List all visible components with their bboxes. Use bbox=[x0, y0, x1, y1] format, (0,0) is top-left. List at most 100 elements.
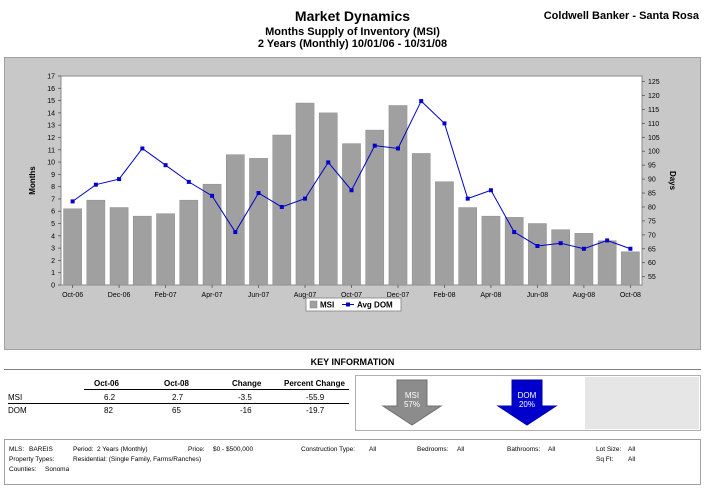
msi-bar bbox=[156, 213, 175, 286]
mls-value: BAREIS bbox=[29, 446, 53, 453]
lotsize-value: All bbox=[628, 446, 636, 453]
page-title: Market Dynamics bbox=[294, 8, 411, 24]
y-tick-label: 1 bbox=[51, 270, 55, 277]
avg-dom-point bbox=[581, 246, 586, 251]
msi-bar bbox=[597, 240, 617, 286]
msi-bar bbox=[133, 215, 152, 286]
y2-tick-label: 120 bbox=[648, 93, 660, 100]
y-tick-label: 10 bbox=[47, 160, 55, 167]
sqft-value: All bbox=[628, 456, 636, 463]
period-value: 2 Years (Monthly) bbox=[97, 446, 148, 453]
msi-indicator: MSI 57% bbox=[357, 377, 467, 429]
avg-dom-point bbox=[372, 143, 377, 148]
counties-label: Counties: bbox=[9, 466, 37, 473]
col-header-percent-change: Percent Change bbox=[284, 379, 345, 388]
msi-indicator-value: 57% bbox=[403, 400, 420, 409]
avg-dom-point bbox=[210, 193, 215, 198]
y-tick-label: 0 bbox=[51, 283, 55, 290]
y-tick-label: 8 bbox=[51, 184, 55, 191]
avg-dom-point bbox=[303, 196, 308, 201]
x-tick-label: Apr-07 bbox=[202, 292, 223, 299]
dom-indicator: DOM 20% bbox=[471, 377, 583, 429]
y2-tick-label: 105 bbox=[648, 135, 660, 142]
avg-dom-point bbox=[605, 238, 610, 243]
y-tick-label: 14 bbox=[47, 110, 55, 117]
y-tick-label: 7 bbox=[51, 196, 55, 203]
y2-tick-label: 90 bbox=[648, 177, 656, 184]
counties-value: Sonoma bbox=[45, 466, 70, 473]
bedrooms-label: Bedrooms: bbox=[417, 446, 449, 453]
y-tick-label: 17 bbox=[47, 74, 55, 81]
col-header-oct08: Oct-08 bbox=[164, 379, 189, 388]
chart-subtitle: Months Supply of Inventory (MSI) bbox=[265, 26, 440, 38]
msi-change: -3.5 bbox=[238, 393, 252, 402]
price-label: Price: bbox=[188, 446, 205, 453]
bathrooms-label: Bathrooms: bbox=[507, 446, 541, 453]
y-tick-label: 6 bbox=[51, 209, 55, 216]
sqft-label: Sq Ft: bbox=[596, 456, 614, 463]
msi-bar bbox=[179, 199, 199, 286]
msi-indicator-label: MSI bbox=[404, 391, 420, 400]
y2-tick-label: 70 bbox=[648, 232, 656, 239]
msi-bar bbox=[504, 217, 524, 286]
y2-tick-label: 115 bbox=[648, 107, 659, 114]
col-header-change: Change bbox=[232, 379, 262, 388]
x-tick-label: Aug-08 bbox=[573, 292, 596, 299]
legend-msi-swatch bbox=[309, 300, 318, 309]
y2-tick-label: 75 bbox=[648, 218, 656, 225]
property-types-value: Residential: (Single Family, Farms/Ranch… bbox=[73, 456, 202, 463]
x-tick-label: Jun-08 bbox=[527, 292, 549, 299]
msi-bar bbox=[202, 183, 222, 286]
dom-oct08: 65 bbox=[172, 406, 181, 415]
row-label-msi: MSI bbox=[8, 393, 23, 402]
avg-dom-point bbox=[163, 163, 168, 168]
dom-percent-change: -19.7 bbox=[306, 406, 325, 415]
key-info-title: KEY INFORMATION bbox=[310, 357, 395, 367]
period-label: Period: bbox=[73, 446, 94, 453]
msi-oct08: 2.7 bbox=[172, 393, 184, 402]
y2-tick-label: 60 bbox=[648, 260, 656, 267]
key-info-divider bbox=[4, 369, 701, 370]
dom-indicator-value: 20% bbox=[518, 400, 535, 409]
legend-dom-label: Avg DOM bbox=[357, 301, 393, 310]
lotsize-label: Lot Size: bbox=[596, 446, 622, 453]
legend-msi-label: MSI bbox=[320, 301, 334, 310]
x-tick-label: Oct-08 bbox=[620, 292, 641, 299]
dom-down-arrow-icon bbox=[496, 379, 558, 426]
y-tick-label: 13 bbox=[47, 123, 55, 130]
msi-bar bbox=[63, 208, 82, 286]
y-tick-label: 9 bbox=[51, 172, 55, 179]
dom-oct06: 82 bbox=[104, 406, 113, 415]
y2-tick-label: 125 bbox=[648, 79, 660, 86]
chart-panel: 0 1 2 3 4 5 6 7 8 9 10 11 12 13 14 15 16 17 55 60 65 70 75 80 85… bbox=[4, 57, 701, 350]
msi-percent-change: -55.9 bbox=[306, 393, 325, 402]
avg-dom-point bbox=[442, 121, 447, 126]
y2-tick-label: 55 bbox=[648, 274, 656, 281]
y-tick-label: 5 bbox=[51, 221, 55, 228]
construction-value: All bbox=[369, 446, 377, 453]
msi-down-arrow-icon bbox=[381, 379, 443, 426]
msi-bar bbox=[365, 129, 385, 286]
y-tick-label: 2 bbox=[51, 258, 55, 265]
msi-bar bbox=[86, 199, 106, 286]
avg-dom-point bbox=[93, 182, 98, 187]
avg-dom-point bbox=[186, 179, 191, 184]
y2-tick-label: 65 bbox=[648, 246, 656, 253]
search-criteria: MLS: BAREIS Period: 2 Years (Monthly) Pr… bbox=[4, 439, 701, 485]
avg-dom-point bbox=[512, 230, 517, 235]
msi-bar bbox=[481, 215, 501, 286]
y-axis-label: Months bbox=[28, 166, 37, 195]
avg-dom-point bbox=[558, 241, 563, 246]
y-tick-label: 16 bbox=[47, 86, 55, 93]
avg-dom-point bbox=[70, 199, 75, 204]
row-rule bbox=[8, 403, 349, 404]
y2-tick-label: 85 bbox=[648, 191, 656, 198]
avg-dom-point bbox=[419, 99, 424, 104]
indicator-blank-cell bbox=[585, 377, 699, 429]
msi-bar bbox=[528, 223, 547, 286]
chart-period: 2 Years (Monthly) 10/01/06 - 10/31/08 bbox=[257, 38, 448, 50]
legend-dom-marker bbox=[346, 302, 350, 307]
msi-oct06: 6.2 bbox=[104, 393, 116, 402]
msi-bar bbox=[295, 102, 315, 286]
x-tick-label: Oct-06 bbox=[62, 292, 83, 299]
